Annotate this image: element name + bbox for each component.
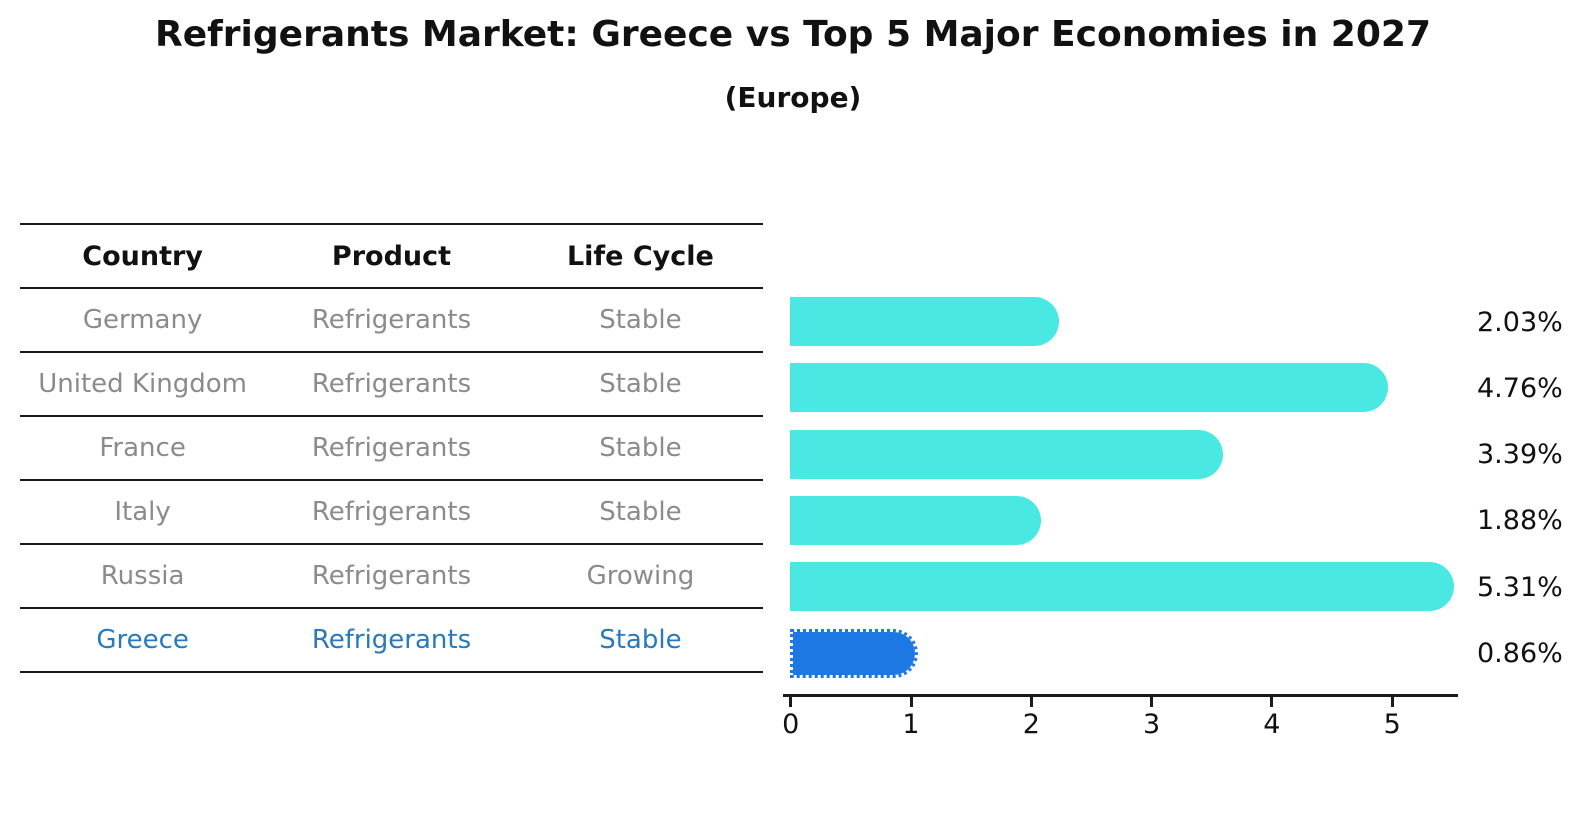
x-axis-tick-label: 0 bbox=[782, 709, 800, 740]
x-axis-tick bbox=[1150, 697, 1154, 707]
column-header-country: Country bbox=[20, 224, 266, 289]
table-row: Greece Refrigerants Stable bbox=[20, 608, 763, 673]
cell-life-cycle: Growing bbox=[517, 544, 763, 609]
x-axis-tick bbox=[909, 697, 913, 707]
cell-product: Refrigerants bbox=[265, 416, 518, 481]
x-axis-tick-label: 5 bbox=[1383, 709, 1401, 740]
column-header-product: Product bbox=[265, 224, 518, 289]
bar-france bbox=[790, 429, 1223, 479]
page-title: Refrigerants Market: Greece vs Top 5 Maj… bbox=[155, 14, 1431, 55]
x-axis-tick-label: 4 bbox=[1263, 709, 1281, 740]
cell-life-cycle: Stable bbox=[517, 352, 763, 417]
bar-greece bbox=[790, 628, 918, 678]
table-row: Italy Refrigerants Stable bbox=[20, 480, 763, 545]
table-row: Russia Refrigerants Growing bbox=[20, 544, 763, 609]
value-label: 2.03% bbox=[1477, 307, 1563, 338]
x-axis-tick bbox=[1390, 697, 1394, 707]
value-label: 4.76% bbox=[1477, 373, 1563, 404]
value-label: 3.39% bbox=[1477, 439, 1563, 470]
cell-country: France bbox=[20, 416, 266, 481]
cell-product: Refrigerants bbox=[265, 480, 518, 545]
table-row: Germany Refrigerants Stable bbox=[20, 288, 763, 353]
x-axis-tick-label: 2 bbox=[1022, 709, 1040, 740]
x-axis-tick-label: 3 bbox=[1143, 709, 1161, 740]
cell-life-cycle: Stable bbox=[517, 480, 763, 545]
column-header-life-cycle: Life Cycle bbox=[517, 224, 763, 289]
cell-product: Refrigerants bbox=[265, 544, 518, 609]
cell-country: Russia bbox=[20, 544, 266, 609]
x-axis-tick-label: 1 bbox=[902, 709, 920, 740]
table-header-row: Country Product Life Cycle bbox=[20, 224, 763, 289]
x-axis-tick bbox=[789, 697, 793, 707]
cell-product: Refrigerants bbox=[265, 288, 518, 353]
table-row: United Kingdom Refrigerants Stable bbox=[20, 352, 763, 417]
value-label: 5.31% bbox=[1477, 572, 1563, 603]
table-body: Germany Refrigerants Stable United Kingdom R… bbox=[20, 288, 763, 673]
bar-united-kingdom bbox=[790, 363, 1388, 413]
x-axis-tick bbox=[1029, 697, 1033, 707]
cell-life-cycle: Stable bbox=[517, 416, 763, 481]
cell-product: Refrigerants bbox=[265, 352, 518, 417]
bar-russia bbox=[790, 562, 1454, 612]
bar-germany bbox=[790, 297, 1059, 346]
x-axis-tick bbox=[1270, 697, 1274, 707]
comparison-table: Country Product Life Cycle Germany Refrig… bbox=[20, 223, 763, 673]
cell-life-cycle: Stable bbox=[517, 288, 763, 353]
cell-country: United Kingdom bbox=[20, 352, 266, 417]
table-row: France Refrigerants Stable bbox=[20, 416, 763, 481]
cell-country: Germany bbox=[20, 288, 266, 353]
page-subtitle: (Europe) bbox=[724, 81, 862, 114]
x-axis-line bbox=[783, 694, 1458, 697]
value-label: 1.88% bbox=[1477, 505, 1563, 536]
cell-country: Greece bbox=[20, 608, 266, 673]
value-label: 0.86% bbox=[1477, 638, 1563, 669]
bar-italy bbox=[790, 495, 1041, 545]
cell-product: Refrigerants bbox=[265, 608, 518, 673]
cell-country: Italy bbox=[20, 480, 266, 545]
cell-life-cycle: Stable bbox=[517, 608, 763, 673]
